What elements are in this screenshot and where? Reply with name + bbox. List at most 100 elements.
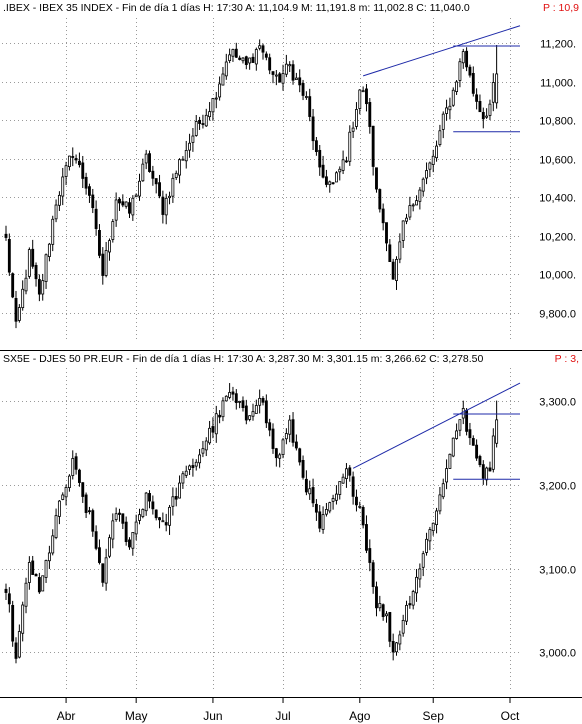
candle xyxy=(84,492,88,518)
candle xyxy=(388,239,392,262)
candle xyxy=(294,72,298,81)
candle xyxy=(274,70,278,86)
sx5e-grid xyxy=(2,368,522,690)
candle-body-down xyxy=(77,160,81,166)
candle xyxy=(408,196,412,221)
candle xyxy=(395,641,398,656)
candle-body-down xyxy=(7,593,11,605)
candle xyxy=(398,233,402,264)
candle xyxy=(188,464,192,475)
candle xyxy=(151,495,155,515)
candle-body-up xyxy=(458,61,462,81)
candle-body-up xyxy=(491,82,495,103)
candle-body-up xyxy=(41,575,45,592)
candle-body-up xyxy=(17,307,21,321)
candle-body-down xyxy=(211,426,215,433)
candle-body-down xyxy=(231,391,235,395)
candle-body-down xyxy=(478,456,482,466)
candle-body-up xyxy=(54,204,58,220)
candle xyxy=(184,465,188,479)
candle-body-up xyxy=(54,515,58,538)
candle-body-up xyxy=(67,475,71,488)
candle xyxy=(328,501,332,514)
candle xyxy=(101,563,105,587)
candle xyxy=(431,522,435,536)
candle xyxy=(298,447,302,466)
candle-body-up xyxy=(341,476,345,484)
candle-body-up xyxy=(308,488,312,495)
candle-body-up xyxy=(258,397,262,406)
candle-body-up xyxy=(67,155,71,168)
candle xyxy=(495,44,499,109)
candle-body-up xyxy=(21,288,25,309)
candle xyxy=(181,471,185,489)
candle xyxy=(421,550,425,577)
candle xyxy=(288,61,292,73)
candle xyxy=(37,274,41,302)
candle xyxy=(61,492,65,501)
candle-body-down xyxy=(375,586,378,609)
candle xyxy=(171,487,175,516)
x-tick-label: May xyxy=(125,709,148,723)
candle-body-up xyxy=(114,199,118,221)
candle xyxy=(284,428,288,445)
candle-body-down xyxy=(74,456,78,470)
candle xyxy=(44,559,48,583)
candle xyxy=(158,174,161,199)
candle-body-up xyxy=(355,109,358,127)
candle xyxy=(488,99,492,121)
candle xyxy=(351,471,355,505)
y-tick-label: 10,400. xyxy=(539,193,576,205)
y-tick-label: 11,200. xyxy=(540,39,576,51)
candle-body-up xyxy=(461,408,465,419)
candle-body-down xyxy=(388,612,392,642)
candle-body-up xyxy=(57,500,61,517)
candle-body-down xyxy=(381,208,385,224)
candle-body-up xyxy=(495,73,499,104)
candle xyxy=(341,150,345,175)
candle xyxy=(355,489,358,512)
candle xyxy=(111,513,115,549)
candle-body-up xyxy=(385,613,388,617)
candle-body-up xyxy=(485,115,489,118)
candle-body-up xyxy=(131,532,135,549)
ibex-y-axis: 9,800.0 10,000. 10,200. 10,400. 10,600. 10,80… xyxy=(539,39,576,321)
candle xyxy=(445,459,449,490)
candle-body-down xyxy=(11,273,15,298)
candle xyxy=(191,127,195,152)
candle-body-up xyxy=(431,522,435,532)
candle xyxy=(421,177,425,197)
candle xyxy=(351,121,355,139)
candle-body-up xyxy=(27,562,31,583)
candle-body-down xyxy=(314,503,318,513)
y-tick-label: 11,000. xyxy=(540,78,576,90)
candle-body-up xyxy=(331,498,335,502)
candle-body-down xyxy=(91,510,95,532)
candle xyxy=(368,98,372,134)
candle-body-up xyxy=(24,277,28,292)
candle-body-down xyxy=(14,642,18,659)
candle-body-up xyxy=(44,560,48,578)
candle xyxy=(88,506,91,515)
candle-body-up xyxy=(208,427,212,444)
candle xyxy=(94,525,98,551)
candle-body-up xyxy=(178,159,181,176)
candle-body-down xyxy=(365,524,368,551)
candle-body-down xyxy=(241,400,245,408)
candle-body-down xyxy=(351,476,355,497)
ibex-trendlines xyxy=(362,25,521,133)
candle xyxy=(481,107,485,129)
candle xyxy=(7,587,11,613)
candle-body-up xyxy=(241,57,245,62)
candle xyxy=(381,603,385,621)
candle xyxy=(324,502,328,517)
candle xyxy=(188,133,192,158)
candle xyxy=(154,509,158,521)
candle-body-up xyxy=(258,45,262,49)
candle xyxy=(291,412,295,447)
candle xyxy=(208,102,212,121)
candle-body-down xyxy=(264,53,268,58)
candle-body-down xyxy=(37,577,41,593)
candle xyxy=(181,156,185,161)
